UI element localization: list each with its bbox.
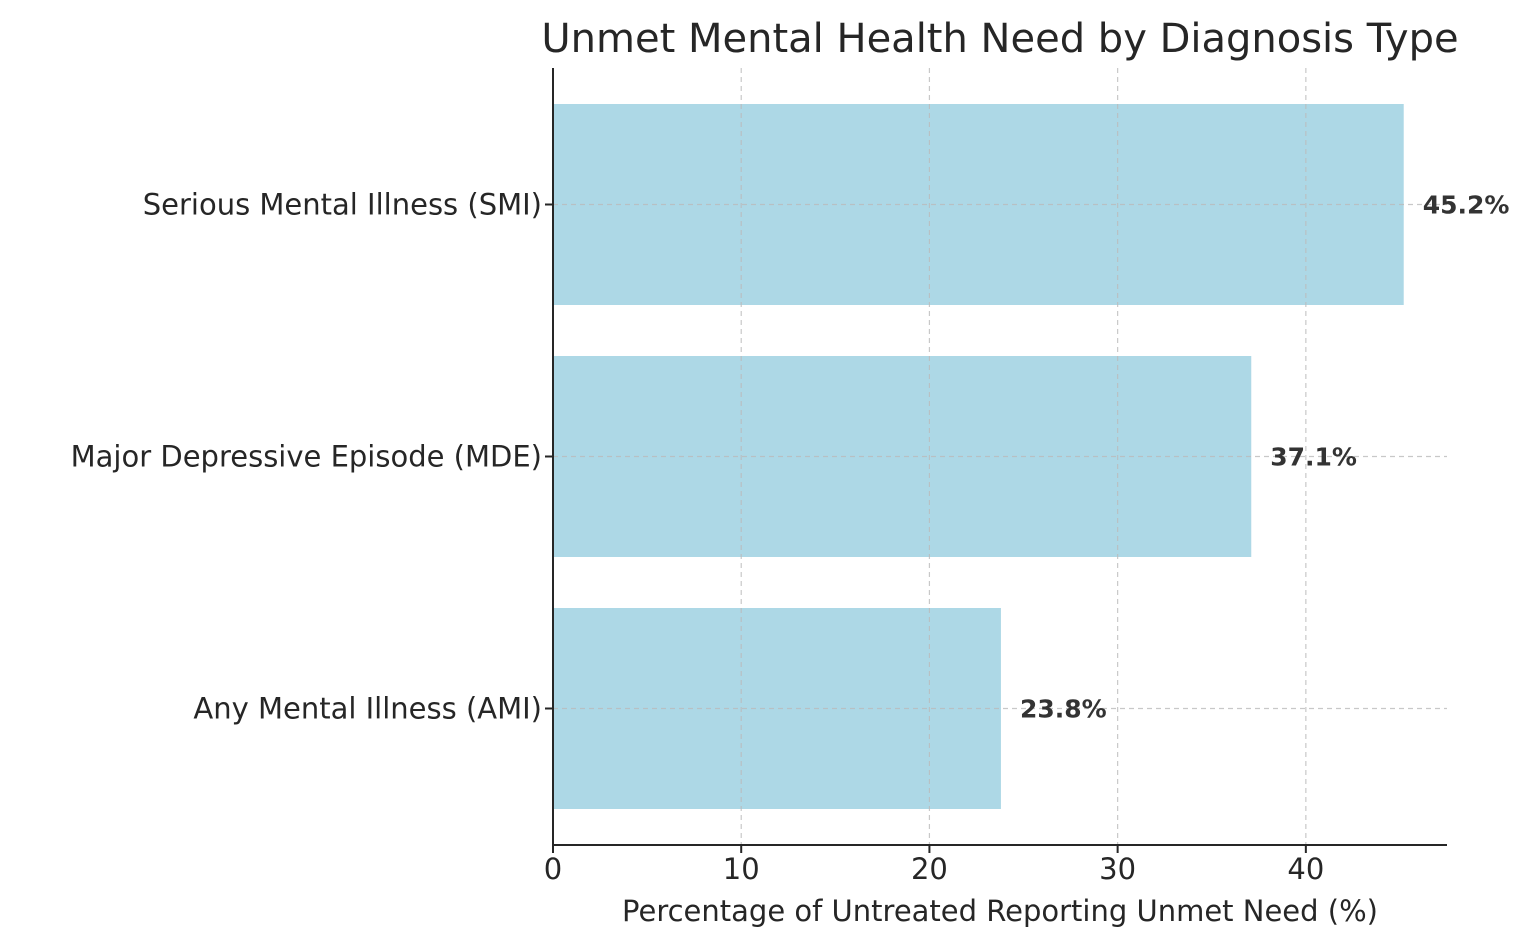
data-label: 45.2%	[1423, 191, 1510, 220]
x-tick-label: 10	[723, 852, 760, 886]
data-label: 37.1%	[1270, 443, 1357, 472]
data-label: 23.8%	[1020, 695, 1107, 724]
y-tick-label: Serious Mental Illness (SMI)	[143, 188, 542, 222]
chart-title: Unmet Mental Health Need by Diagnosis Ty…	[541, 16, 1458, 62]
x-tick-label: 40	[1287, 852, 1324, 886]
x-tick-label: 30	[1099, 852, 1136, 886]
y-tick-label: Major Depressive Episode (MDE)	[71, 440, 542, 474]
y-tick-label: Any Mental Illness (AMI)	[193, 692, 542, 726]
x-tick-label: 20	[911, 852, 948, 886]
x-tick-label: 0	[544, 852, 562, 886]
bar	[553, 356, 1252, 557]
x-axis-label: Percentage of Untreated Reporting Unmet …	[622, 894, 1378, 928]
